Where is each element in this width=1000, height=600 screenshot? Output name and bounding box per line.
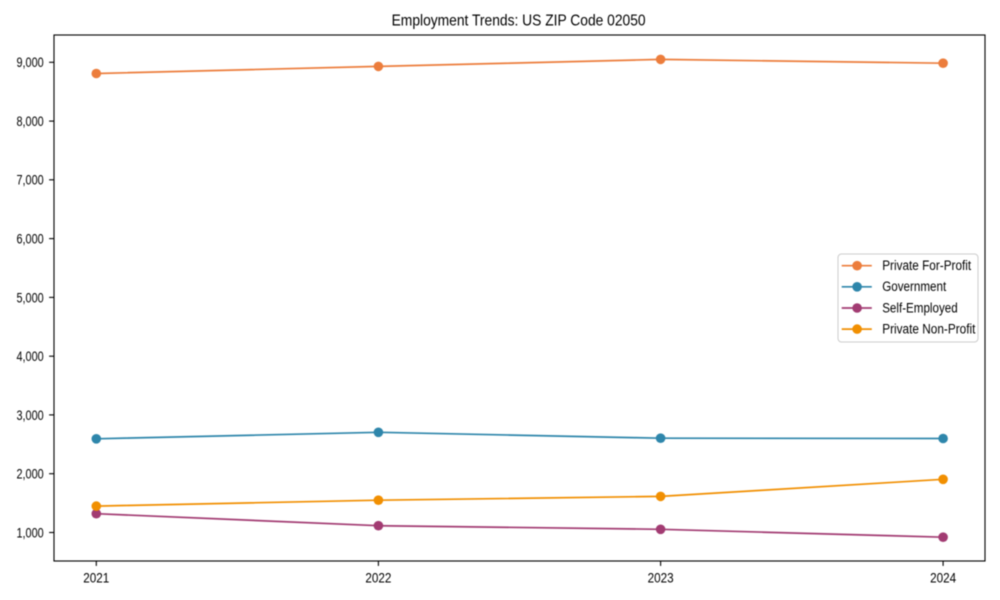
svg-text:2021: 2021 [83, 571, 109, 587]
svg-text:2,000: 2,000 [17, 467, 44, 483]
svg-text:Government: Government [882, 279, 946, 294]
svg-text:6,000: 6,000 [17, 232, 44, 248]
svg-text:Employment Trends: US ZIP Code: Employment Trends: US ZIP Code 02050 [392, 12, 646, 29]
svg-text:2024: 2024 [930, 571, 956, 587]
svg-text:Private Non-Profit: Private Non-Profit [882, 321, 975, 336]
svg-text:Private For-Profit: Private For-Profit [882, 258, 971, 273]
svg-text:7,000: 7,000 [17, 173, 44, 189]
svg-text:2023: 2023 [648, 571, 674, 587]
svg-text:8,000: 8,000 [17, 114, 44, 130]
svg-text:5,000: 5,000 [17, 290, 44, 306]
svg-text:1,000: 1,000 [17, 525, 44, 541]
svg-text:9,000: 9,000 [17, 55, 44, 71]
svg-text:2022: 2022 [365, 571, 391, 587]
svg-text:Self-Employed: Self-Employed [882, 300, 958, 315]
svg-text:4,000: 4,000 [17, 349, 44, 365]
svg-text:3,000: 3,000 [17, 408, 44, 424]
